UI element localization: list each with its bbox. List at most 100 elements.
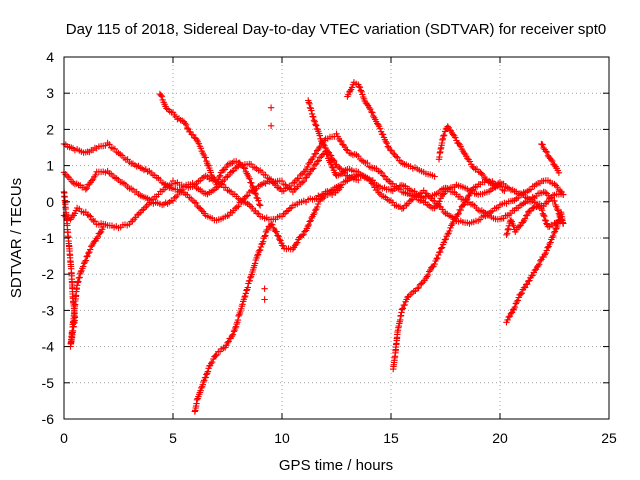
data-point	[257, 243, 265, 251]
data-point	[171, 194, 178, 202]
data-point	[327, 152, 335, 159]
data-point	[261, 285, 268, 292]
data-point	[244, 192, 251, 199]
chart-title: Day 115 of 2018, Sidereal Day-to-day VTE…	[66, 21, 607, 38]
data-point	[234, 316, 242, 324]
x-tick-label: 20	[492, 430, 508, 446]
data-point	[241, 293, 248, 301]
data-point	[310, 211, 317, 218]
data-point	[434, 254, 441, 262]
data-point	[557, 216, 565, 224]
data-point	[324, 148, 331, 155]
data-point	[257, 246, 264, 254]
data-point	[454, 211, 461, 218]
data-point	[293, 240, 300, 248]
data-point	[401, 301, 408, 309]
data-point	[356, 84, 364, 91]
data-point	[526, 277, 533, 284]
data-point	[85, 250, 92, 257]
data-point	[433, 202, 441, 210]
data-point	[319, 195, 327, 202]
data-point	[460, 149, 468, 157]
data-point	[157, 92, 165, 99]
data-point	[517, 291, 524, 298]
data-point	[330, 156, 337, 164]
data-point	[328, 163, 336, 171]
data-point	[504, 316, 511, 324]
data-point	[302, 174, 309, 182]
data-point	[307, 217, 314, 224]
data-point	[228, 333, 236, 340]
data-point	[316, 132, 323, 139]
y-tick-label: 2	[46, 121, 54, 137]
data-point	[468, 187, 475, 195]
data-point	[314, 203, 321, 211]
data-point	[308, 166, 316, 173]
data-point	[540, 212, 547, 219]
y-tick-label: -6	[42, 411, 55, 427]
data-point	[382, 138, 390, 145]
x-tick-label: 10	[274, 430, 290, 446]
data-point	[283, 208, 290, 215]
data-point	[242, 290, 249, 297]
data-point	[273, 228, 280, 235]
data-point	[320, 141, 327, 148]
data-point	[315, 157, 322, 164]
data-point	[469, 163, 476, 170]
data-point	[235, 312, 242, 320]
data-point	[261, 296, 268, 303]
data-point	[521, 215, 529, 222]
data-point	[291, 186, 298, 193]
data-point	[390, 150, 397, 157]
data-point	[82, 257, 89, 264]
data-point	[415, 284, 422, 291]
data-point	[73, 282, 81, 289]
data-point	[259, 238, 267, 245]
data-point	[251, 189, 259, 197]
data-point	[551, 197, 558, 205]
data-point	[542, 148, 549, 155]
data-point	[368, 108, 375, 116]
data-point	[247, 274, 254, 281]
data-point	[305, 221, 312, 229]
data-point	[348, 84, 356, 91]
data-point	[549, 157, 556, 165]
data-point	[310, 117, 318, 124]
x-tick-label: 25	[601, 430, 617, 446]
axis-ticks: 0 5 10 15 20 25 -6 -5 -4 -3 -2 -1 0 1 2 3 4	[42, 49, 617, 446]
data-point	[550, 232, 557, 240]
data-point	[199, 381, 206, 388]
data-point	[383, 140, 391, 147]
data-point	[286, 205, 293, 212]
data-point	[216, 173, 223, 181]
data-point	[426, 268, 433, 275]
data-point	[555, 169, 563, 176]
data-point	[327, 161, 335, 168]
data-point	[431, 260, 438, 268]
data-point	[306, 100, 313, 107]
data-point	[398, 306, 406, 313]
data-point	[311, 209, 318, 217]
data-point	[305, 99, 312, 106]
data-point	[553, 205, 561, 213]
y-tick-label: 3	[46, 85, 54, 101]
data-point	[528, 272, 535, 279]
data-point	[87, 213, 94, 220]
data-point	[308, 107, 315, 114]
data-point	[193, 396, 201, 403]
data-point	[450, 218, 457, 226]
data-point	[193, 199, 200, 207]
y-tick-label: -4	[42, 339, 55, 355]
data-point	[418, 280, 425, 287]
data-point	[548, 156, 555, 163]
data-point	[523, 212, 530, 219]
series-track-M	[503, 203, 565, 238]
data-point	[264, 226, 271, 234]
data-point	[521, 284, 529, 291]
data-point	[304, 163, 311, 171]
y-axis-label: SDTVAR / TECUs	[8, 178, 25, 298]
data-point	[384, 143, 392, 150]
data-point	[71, 210, 79, 217]
x-tick-label: 5	[169, 430, 177, 446]
